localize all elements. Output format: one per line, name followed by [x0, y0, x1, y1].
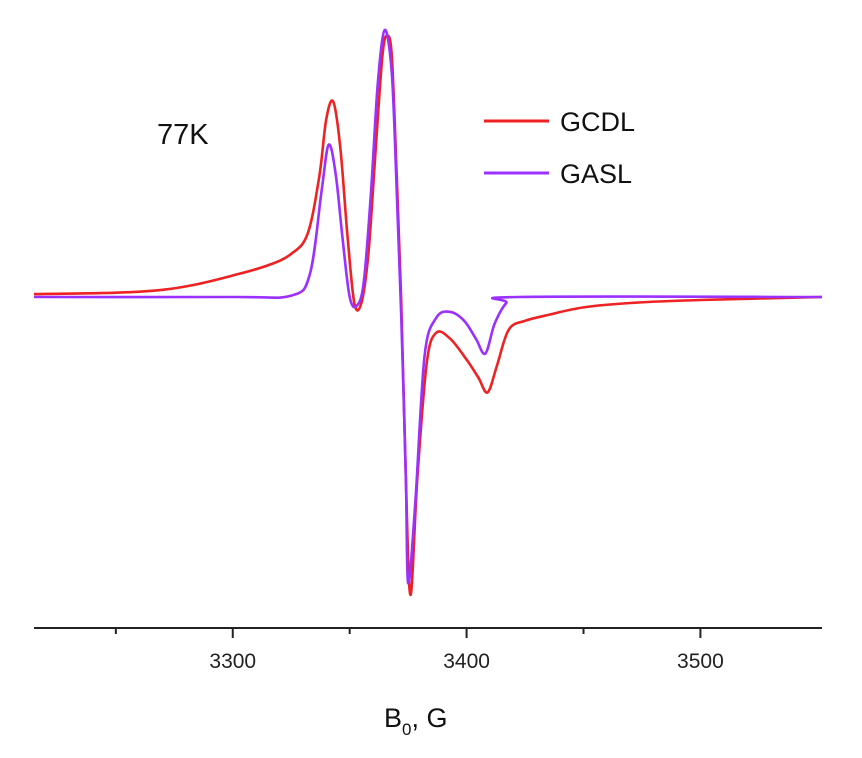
legend-label-gasl: GASL — [560, 159, 632, 189]
x-axis-title: B0, G — [384, 703, 448, 739]
series-layer — [33, 28, 823, 597]
x-tick-label-3400: 3400 — [443, 650, 490, 673]
x-tick-label-3300: 3300 — [209, 650, 256, 673]
x-ticks: 3300 3400 3500 — [114, 628, 724, 673]
legend: GCDL GASL — [484, 107, 635, 189]
x-axis-title-subscript: 0 — [402, 720, 411, 739]
x-tick-label-3500: 3500 — [677, 650, 724, 673]
x-axis-title-suffix: , G — [411, 703, 447, 733]
series-line-gasl — [33, 28, 823, 585]
annotation-77k: 77K — [157, 119, 209, 151]
legend-label-gcdl: GCDL — [560, 107, 635, 137]
series-line-gcdl — [33, 34, 823, 597]
x-axis-title-main: B — [384, 703, 402, 733]
